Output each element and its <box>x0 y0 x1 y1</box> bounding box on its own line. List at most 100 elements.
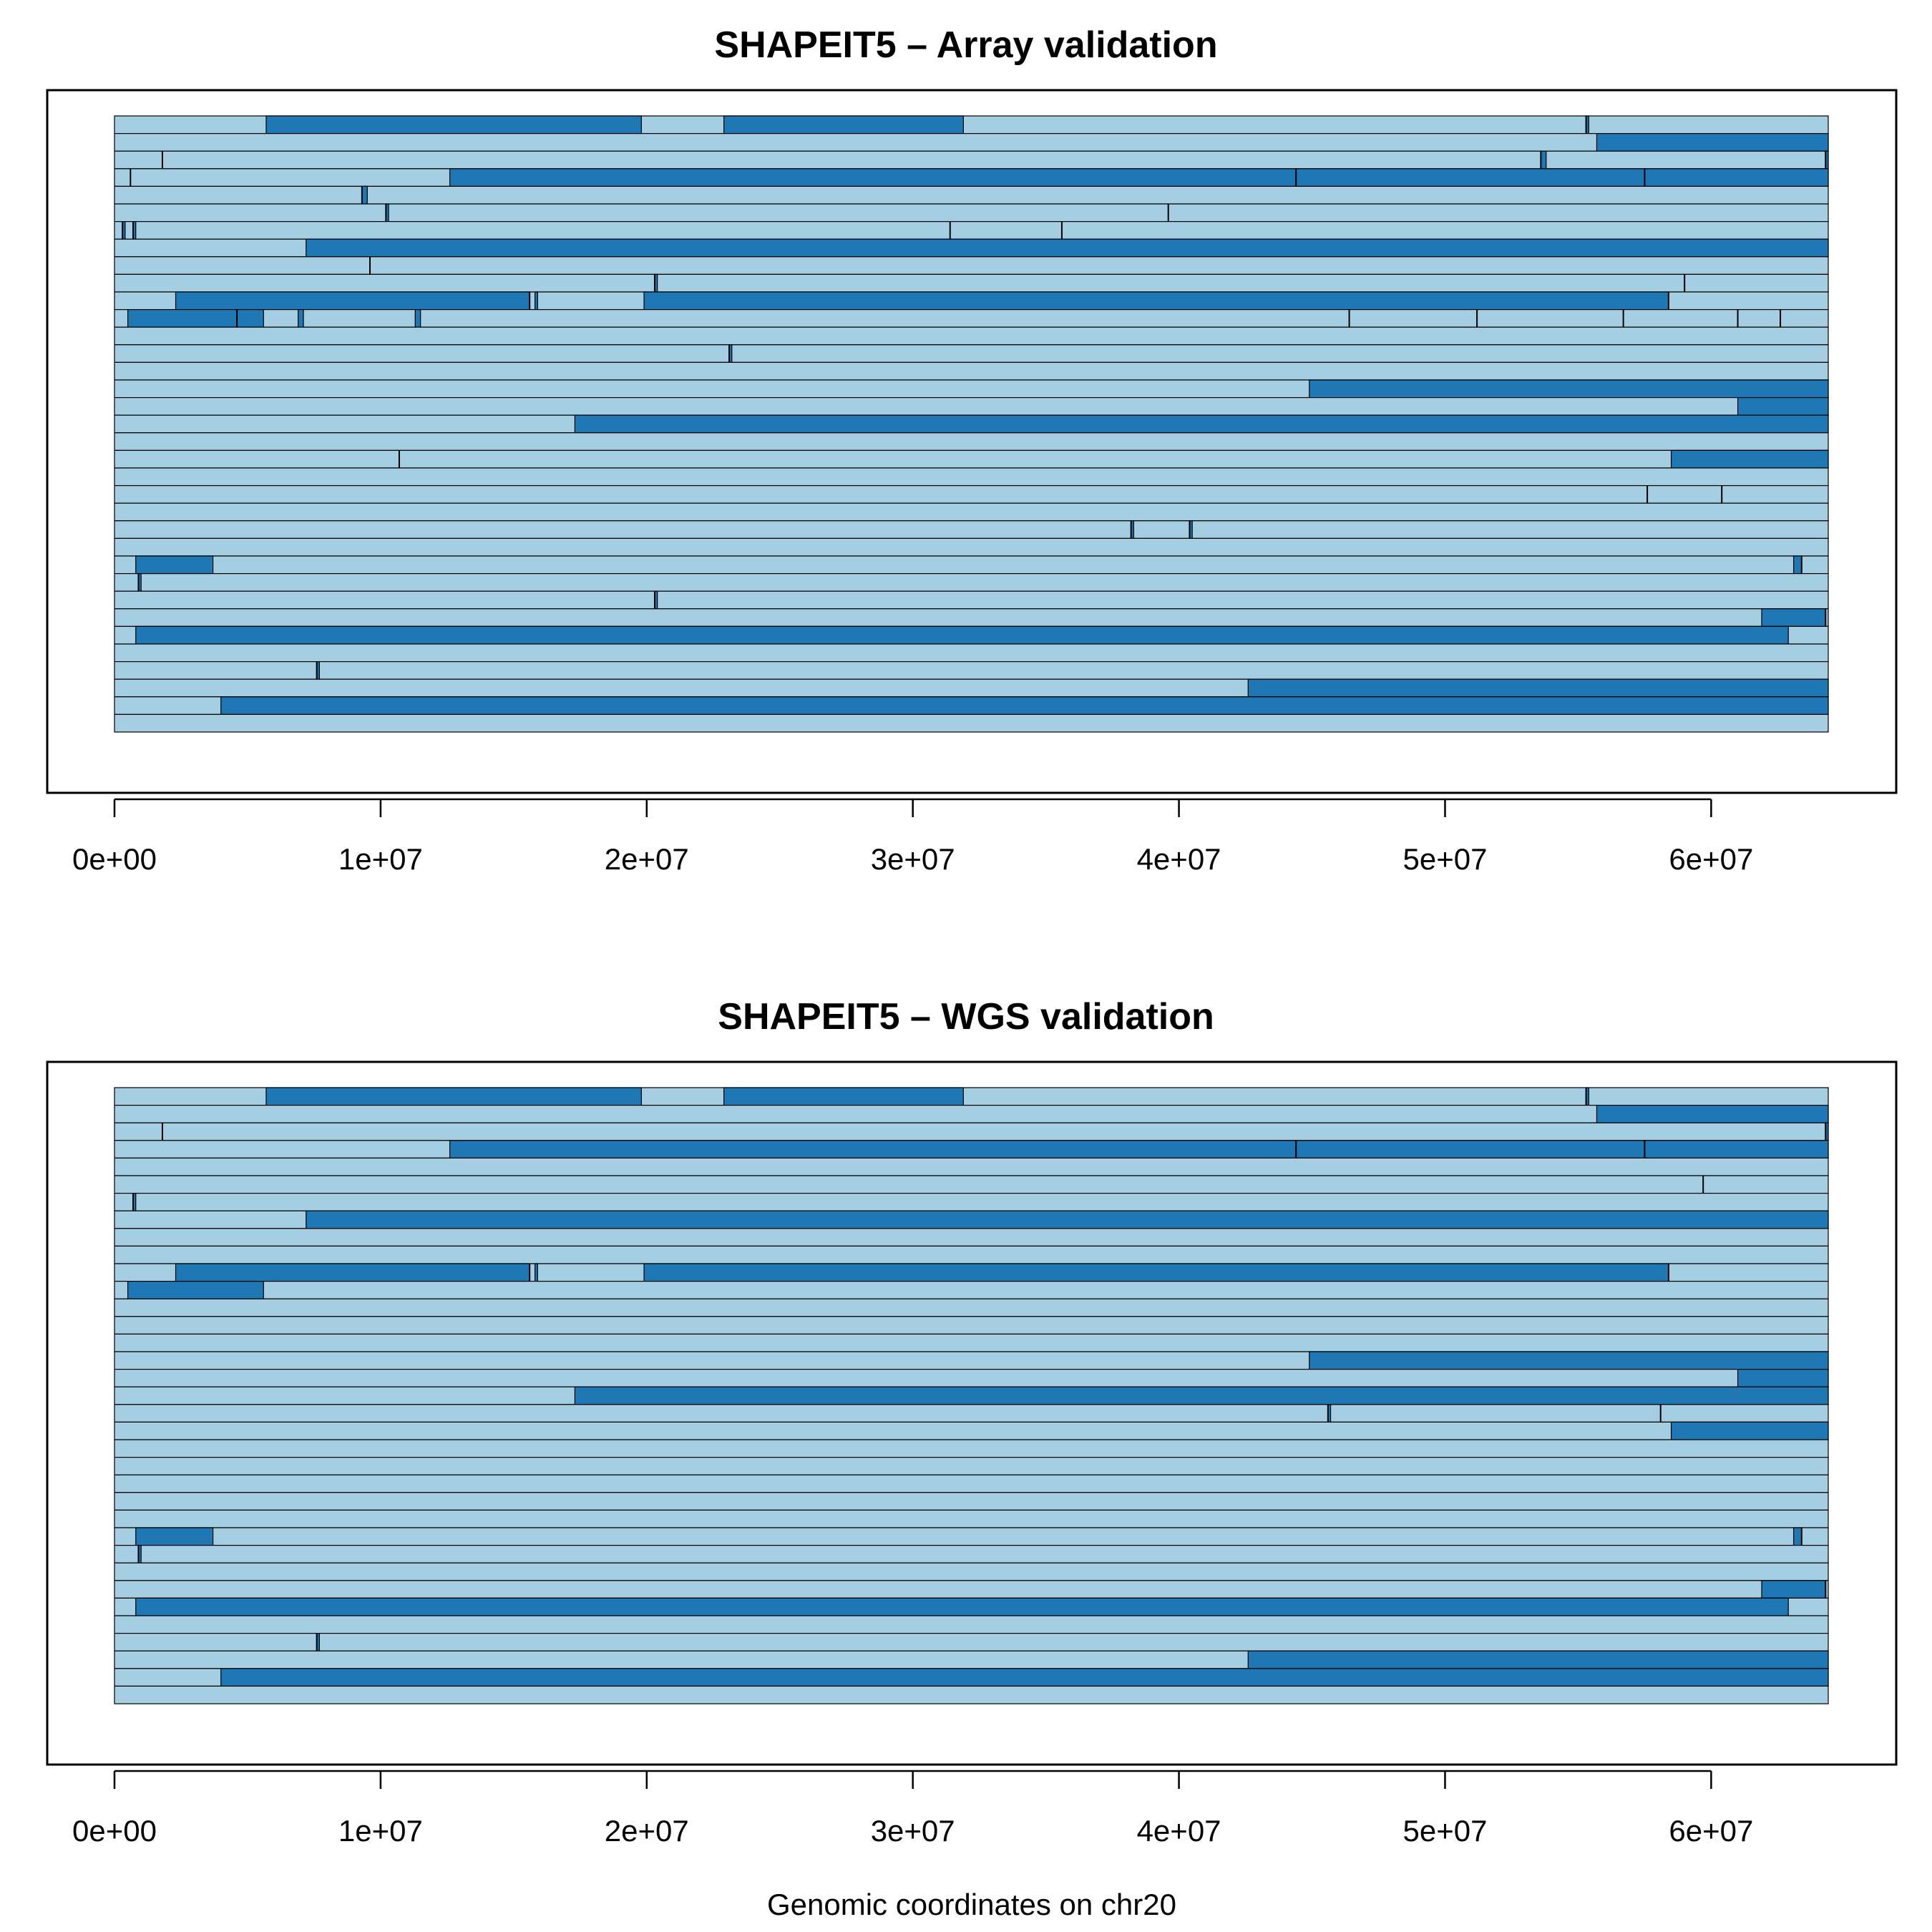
haplotype-row <box>114 1580 1829 1599</box>
shared-segment <box>135 555 214 575</box>
haplotype-row <box>114 643 1829 663</box>
shared-segment <box>175 291 530 311</box>
haplotype-row <box>114 221 1829 240</box>
haplotype-row <box>114 467 1829 487</box>
shared-segment <box>175 1263 530 1282</box>
shared-segment <box>127 1280 264 1299</box>
haplotype-row <box>114 1492 1829 1511</box>
haplotype-row <box>114 713 1829 733</box>
shared-segment <box>135 1527 214 1546</box>
shared-segment <box>135 1597 1789 1616</box>
shared-segment <box>361 185 368 205</box>
x-tick-label: 1e+07 <box>338 842 423 876</box>
haplotype-row <box>114 1298 1829 1317</box>
haplotype-row <box>114 432 1829 451</box>
haplotype-row <box>114 537 1829 557</box>
haplotype-row <box>114 361 1829 381</box>
array-panel-title: SHAPEIT5 – Array validation <box>714 24 1217 66</box>
haplotype-row <box>114 1439 1829 1458</box>
shared-segment <box>1737 396 1829 416</box>
haplotype-row <box>114 273 1829 293</box>
x-tick-label: 2e+07 <box>605 1814 689 1848</box>
shared-segment <box>127 309 264 328</box>
shared-segment <box>534 291 538 311</box>
x-tick-label: 4e+07 <box>1137 1814 1221 1848</box>
shared-segment <box>414 309 421 328</box>
shared-segment <box>1761 1580 1826 1599</box>
array-x-axis: 0e+00 1e+07 2e+07 3e+07 4e+07 5e+07 6e+07 <box>72 798 1753 876</box>
haplotype-row <box>114 1527 1829 1546</box>
shared-segment <box>643 1263 1669 1282</box>
shared-segment <box>1761 608 1826 627</box>
haplotype-row <box>114 1175 1829 1194</box>
haplotype-row <box>114 555 1829 575</box>
x-tick-label: 5e+07 <box>1402 842 1487 876</box>
shared-segment <box>220 696 1829 715</box>
haplotype-row <box>114 1509 1829 1528</box>
shared-segment <box>449 1140 1829 1159</box>
haplotype-row <box>114 590 1829 610</box>
wgs-plot-frame <box>46 1060 1898 1766</box>
wgs-haplotype-rows <box>114 1087 1829 1704</box>
haplotype-row <box>114 484 1829 504</box>
shared-segment <box>1670 1421 1829 1440</box>
x-tick-label: 1e+07 <box>338 1814 423 1848</box>
haplotype-row <box>114 1333 1829 1352</box>
haplotype-row <box>114 256 1829 275</box>
haplotype-row <box>114 1615 1829 1634</box>
array-haplotype-rows <box>114 115 1829 733</box>
x-tick-label: 3e+07 <box>871 1814 955 1848</box>
array-validation-panel: SHAPEIT5 – Array validation 0e+00 1e+07 2e… <box>46 24 1898 876</box>
haplotype-row <box>114 1368 1829 1387</box>
haplotype-row <box>114 1545 1829 1563</box>
shared-segment <box>306 1210 1829 1229</box>
haplotype-row <box>114 309 1829 328</box>
haplotype-row <box>114 1122 1829 1141</box>
shared-segment <box>265 115 642 135</box>
shared-segment <box>1793 1527 1802 1546</box>
wgs-panel-title: SHAPEIT5 – WGS validation <box>718 996 1214 1038</box>
shared-segment <box>1737 1368 1829 1387</box>
haplotype-row <box>114 660 1829 680</box>
haplotype-row <box>114 1456 1829 1475</box>
haplotype-row <box>114 1245 1829 1264</box>
haplotype-row <box>114 1192 1829 1211</box>
shared-segment <box>135 625 1789 645</box>
x-axis-label: Genomic coordinates on chr20 <box>767 1888 1176 1921</box>
haplotype-row <box>114 1562 1829 1581</box>
haplotype-row <box>114 1280 1829 1299</box>
shared-segment <box>1793 555 1802 575</box>
x-tick-label: 6e+07 <box>1669 1814 1753 1848</box>
haplotype-row <box>114 1104 1829 1123</box>
x-tick-label: 0e+00 <box>72 842 157 876</box>
shared-segment <box>1247 678 1829 698</box>
shared-segment <box>306 238 1829 258</box>
haplotype-row <box>114 203 1829 223</box>
shared-segment <box>1309 1351 1829 1370</box>
x-tick-label: 5e+07 <box>1402 1814 1487 1848</box>
haplotype-row <box>114 1157 1829 1176</box>
shared-segment <box>1670 449 1829 469</box>
x-tick-label: 4e+07 <box>1137 842 1221 876</box>
shared-segment <box>534 1263 538 1282</box>
haplotype-row <box>114 1316 1829 1335</box>
x-tick-label: 6e+07 <box>1669 842 1753 876</box>
haplotype-row <box>114 185 1829 205</box>
shared-segment <box>220 1668 1829 1687</box>
shared-segment <box>643 291 1669 311</box>
shared-segment <box>574 414 1829 434</box>
haplotype-row <box>114 1685 1829 1704</box>
shared-segment <box>1309 379 1829 399</box>
shared-segment <box>723 1087 964 1106</box>
haplotype-row <box>114 449 1829 469</box>
shared-segment <box>449 168 1829 187</box>
haplotype-row <box>114 344 1829 363</box>
haplotype-row <box>114 326 1829 346</box>
wgs-x-axis: 0e+00 1e+07 2e+07 3e+07 4e+07 5e+07 6e+07 <box>72 1770 1753 1848</box>
haplotype-row <box>114 1421 1829 1440</box>
shared-segment <box>1596 133 1829 152</box>
array-plot-frame <box>46 89 1898 794</box>
shared-segment <box>265 1087 642 1106</box>
haplotype-row <box>114 502 1829 522</box>
